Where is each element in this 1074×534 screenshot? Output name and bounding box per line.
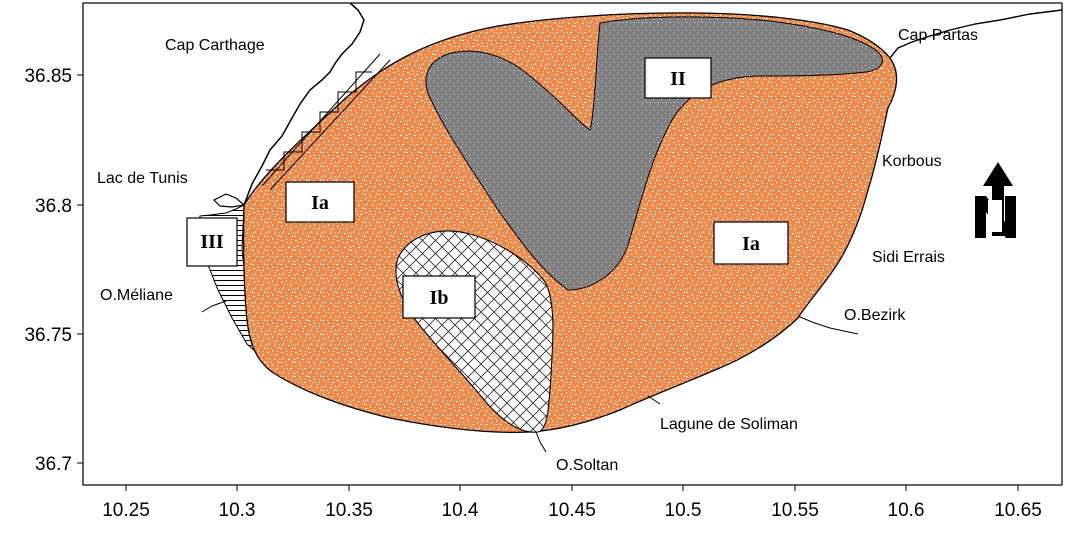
zone-label-text: Ib: [430, 287, 449, 309]
lac-de-tunis-inlet: [212, 193, 246, 208]
x-tick-label: 10.25: [102, 500, 150, 521]
lagune-soliman-line: [647, 395, 661, 405]
coastline-carthage: [243, 2, 365, 206]
north-arrow-icon: [975, 162, 1016, 238]
label-lagune-de-soliman: Lagune de Soliman: [660, 416, 798, 433]
y-tick-label: 36.7: [35, 454, 72, 475]
label-o-soltan: O.Soltan: [556, 457, 618, 474]
x-tick-label: 10.55: [771, 500, 819, 521]
zone-label-ia-east: Ia: [713, 221, 789, 265]
y-tick-label: 36.75: [24, 325, 72, 346]
zone-label-ia-west: Ia: [285, 181, 355, 223]
x-axis-ticks: [125, 485, 1019, 491]
label-cap-carthage: Cap Carthage: [165, 37, 265, 54]
coastline-partas: [889, 9, 1063, 59]
y-tick-label: 36.8: [35, 196, 72, 217]
x-tick-label: 10.4: [442, 500, 479, 521]
o-meliane-river: [201, 300, 227, 313]
x-tick-label: 10.35: [325, 500, 373, 521]
o-bezirk-river: [797, 315, 859, 335]
label-sidi-errais: Sidi Errais: [872, 249, 945, 266]
label-korbous: Korbous: [882, 153, 942, 170]
label-o-meliane: O.Méliane: [100, 287, 173, 304]
zone-label-ib: Ib: [402, 275, 476, 319]
label-cap-partas: Cap Partas: [898, 27, 978, 44]
x-tick-label: 10.6: [888, 500, 925, 521]
zone-ii-area: [425, 16, 883, 291]
zone-label-iii: III: [186, 217, 238, 267]
label-o-bezirk: O.Bezirk: [844, 307, 906, 324]
zone-label-text: Ia: [742, 233, 760, 255]
zone-label-text: III: [200, 231, 224, 253]
x-tick-label: 10.65: [994, 500, 1042, 521]
label-lac-de-tunis: Lac de Tunis: [97, 170, 188, 187]
x-tick-label: 10.45: [548, 500, 596, 521]
y-tick-label: 36.85: [24, 66, 72, 87]
zone-label-text: Ia: [311, 192, 329, 214]
x-tick-label: 10.5: [665, 500, 702, 521]
x-tick-label: 10.3: [219, 500, 256, 521]
zone-label-ii: II: [644, 57, 712, 99]
fault-lines: [261, 53, 391, 191]
o-soltan-river: [535, 431, 547, 453]
zone-label-text: II: [670, 68, 686, 90]
y-axis-ticks: [77, 74, 83, 464]
